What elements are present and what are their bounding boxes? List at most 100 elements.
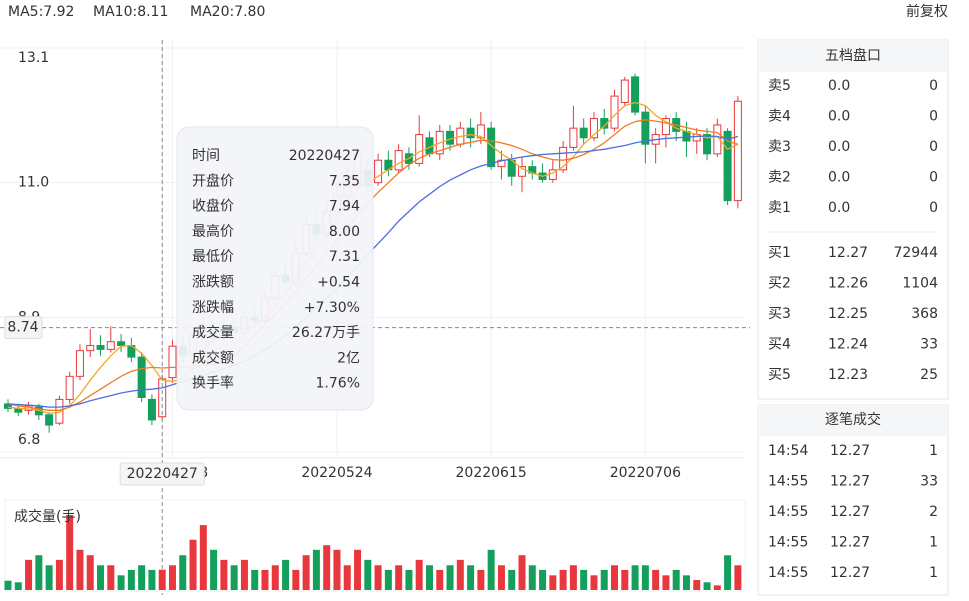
volume-bar bbox=[86, 555, 94, 590]
order-price: 12.27 bbox=[828, 245, 868, 261]
tooltip-box bbox=[176, 126, 374, 411]
order-volume: 0 bbox=[929, 78, 938, 94]
candle-body bbox=[661, 118, 670, 136]
y-tick-label: 13.1 bbox=[18, 50, 49, 66]
trade-volume: 1 bbox=[929, 535, 938, 551]
volume-bar bbox=[158, 569, 166, 590]
volume-label: 成交量(手) bbox=[14, 508, 81, 525]
candle-body bbox=[641, 111, 650, 145]
volume-bar bbox=[559, 569, 567, 590]
order-price: 12.25 bbox=[828, 306, 868, 322]
volume-bar bbox=[127, 569, 135, 590]
tooltip-value: 26.27万手 bbox=[292, 325, 360, 341]
order-book-panel bbox=[757, 39, 949, 400]
order-price: 12.23 bbox=[828, 367, 868, 383]
volume-bar bbox=[364, 559, 372, 590]
volume-bar bbox=[45, 565, 53, 590]
legend-entry: MA20:7.80 bbox=[190, 4, 265, 20]
volume-bar bbox=[590, 575, 598, 590]
order-label: 买3 bbox=[768, 306, 791, 322]
volume-bar bbox=[210, 549, 218, 590]
trade-volume: 1 bbox=[929, 443, 938, 459]
candle-body bbox=[75, 350, 84, 377]
order-price: 0.0 bbox=[828, 139, 850, 155]
candle-body bbox=[723, 130, 732, 202]
adjust-mode[interactable]: 前复权 bbox=[906, 3, 948, 20]
candle-body bbox=[569, 127, 578, 148]
volume-bar bbox=[549, 575, 557, 590]
order-price: 12.24 bbox=[828, 337, 868, 353]
order-price: 0.0 bbox=[828, 78, 850, 94]
order-price: 0.0 bbox=[828, 170, 850, 186]
volume-bar bbox=[199, 525, 207, 590]
volume-bar bbox=[323, 545, 331, 590]
order-label: 卖3 bbox=[768, 139, 791, 155]
volume-bar bbox=[333, 549, 341, 590]
tooltip-label: 涨跌额 bbox=[192, 275, 234, 291]
volume-bar bbox=[600, 569, 608, 590]
volume-bar bbox=[693, 579, 701, 590]
volume-bar bbox=[97, 565, 105, 590]
legend-entry: MA5:7.92 bbox=[8, 4, 74, 20]
order-price: 0.0 bbox=[828, 109, 850, 125]
volume-bar bbox=[189, 539, 197, 590]
volume-bar bbox=[138, 565, 146, 590]
volume-bar bbox=[4, 580, 12, 590]
volume-bar bbox=[487, 549, 495, 590]
trade-price: 12.27 bbox=[830, 504, 870, 520]
volume-bar bbox=[343, 565, 351, 590]
candle-body bbox=[620, 79, 629, 104]
legend-entry: MA10:8.11 bbox=[93, 4, 168, 20]
candle-body bbox=[703, 134, 712, 155]
tooltip-value: 1.76% bbox=[316, 376, 360, 392]
order-volume: 72944 bbox=[893, 245, 938, 261]
volume-bar bbox=[312, 549, 320, 590]
candle-body bbox=[415, 134, 424, 164]
tooltip-value: +0.54 bbox=[317, 275, 360, 291]
candle-body bbox=[497, 159, 506, 168]
tooltip-value: +7.30% bbox=[304, 300, 360, 316]
crosshair-y-box bbox=[4, 316, 43, 340]
volume-bar bbox=[703, 582, 711, 590]
volume-bar bbox=[405, 569, 413, 590]
candle-body bbox=[476, 124, 485, 139]
volume-bar bbox=[734, 565, 742, 590]
volume-bar bbox=[25, 559, 33, 590]
tooltip-value: 8.00 bbox=[329, 224, 360, 240]
order-volume: 0 bbox=[929, 139, 938, 155]
candle-body bbox=[487, 127, 496, 168]
trade-time: 14:55 bbox=[768, 565, 808, 581]
volume-bar bbox=[641, 565, 649, 590]
volume-bar bbox=[66, 515, 74, 590]
volume-bar bbox=[528, 565, 536, 590]
order-volume: 33 bbox=[920, 337, 938, 353]
candle-body bbox=[55, 398, 64, 424]
candle-body bbox=[559, 146, 568, 171]
volume-bar bbox=[395, 565, 403, 590]
trades-panel bbox=[757, 404, 949, 596]
candle-body bbox=[446, 130, 455, 145]
candle-body bbox=[117, 341, 126, 347]
candle-body bbox=[147, 398, 156, 421]
tooltip-value: 20220427 bbox=[289, 148, 360, 164]
crosshair-y-label: 8.74 bbox=[7, 320, 38, 336]
volume-bar bbox=[14, 582, 22, 590]
order-volume: 0 bbox=[929, 200, 938, 216]
volume-bar bbox=[446, 565, 454, 590]
tooltip-label: 开盘价 bbox=[192, 172, 234, 189]
volume-bar bbox=[55, 559, 63, 590]
candle-body bbox=[589, 118, 598, 139]
order-volume: 368 bbox=[911, 306, 938, 322]
tooltip-value: 7.35 bbox=[329, 173, 360, 189]
volume-bar bbox=[384, 569, 392, 590]
volume-bar bbox=[261, 569, 269, 590]
volume-bar bbox=[179, 555, 187, 590]
trade-price: 12.27 bbox=[830, 535, 870, 551]
volume-bar bbox=[539, 569, 547, 590]
trade-volume: 33 bbox=[920, 474, 938, 490]
candle-body bbox=[394, 150, 403, 171]
volume-bar bbox=[76, 549, 84, 590]
volume-bar bbox=[672, 569, 680, 590]
volume-panel bbox=[4, 499, 746, 592]
